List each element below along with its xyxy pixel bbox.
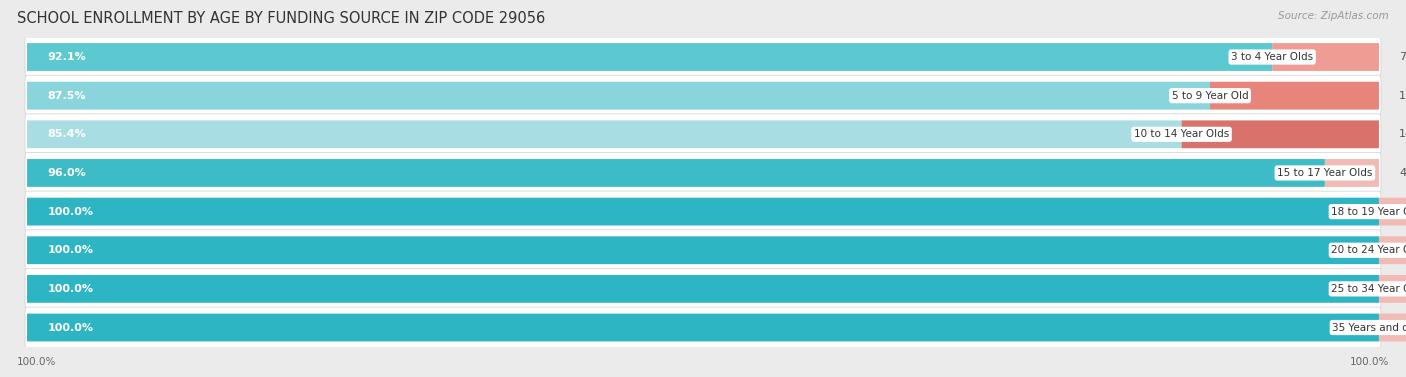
Text: 20 to 24 Year Olds: 20 to 24 Year Olds bbox=[1331, 245, 1406, 255]
FancyBboxPatch shape bbox=[27, 43, 1272, 71]
FancyBboxPatch shape bbox=[1272, 43, 1379, 71]
Text: 100.0%: 100.0% bbox=[48, 207, 93, 217]
Text: 14.6%: 14.6% bbox=[1399, 129, 1406, 139]
Text: 100.0%: 100.0% bbox=[48, 322, 93, 333]
Text: 100.0%: 100.0% bbox=[17, 357, 56, 367]
Text: SCHOOL ENROLLMENT BY AGE BY FUNDING SOURCE IN ZIP CODE 29056: SCHOOL ENROLLMENT BY AGE BY FUNDING SOUR… bbox=[17, 11, 546, 26]
FancyBboxPatch shape bbox=[27, 275, 1379, 303]
Text: 96.0%: 96.0% bbox=[48, 168, 86, 178]
Text: 3 to 4 Year Olds: 3 to 4 Year Olds bbox=[1232, 52, 1313, 62]
FancyBboxPatch shape bbox=[1379, 236, 1406, 264]
Text: 87.5%: 87.5% bbox=[48, 90, 86, 101]
Text: 15 to 17 Year Olds: 15 to 17 Year Olds bbox=[1277, 168, 1372, 178]
Text: 85.4%: 85.4% bbox=[48, 129, 86, 139]
FancyBboxPatch shape bbox=[25, 75, 1381, 116]
Text: 25 to 34 Year Olds: 25 to 34 Year Olds bbox=[1331, 284, 1406, 294]
FancyBboxPatch shape bbox=[25, 152, 1381, 193]
FancyBboxPatch shape bbox=[27, 314, 1379, 342]
FancyBboxPatch shape bbox=[25, 191, 1381, 232]
FancyBboxPatch shape bbox=[1181, 120, 1379, 148]
FancyBboxPatch shape bbox=[27, 236, 1379, 264]
Text: 5 to 9 Year Old: 5 to 9 Year Old bbox=[1171, 90, 1249, 101]
FancyBboxPatch shape bbox=[25, 307, 1381, 348]
FancyBboxPatch shape bbox=[1379, 314, 1406, 342]
Text: 92.1%: 92.1% bbox=[48, 52, 86, 62]
FancyBboxPatch shape bbox=[27, 198, 1379, 225]
Text: 35 Years and over: 35 Years and over bbox=[1333, 322, 1406, 333]
FancyBboxPatch shape bbox=[25, 230, 1381, 271]
Text: 100.0%: 100.0% bbox=[48, 284, 93, 294]
Text: 18 to 19 Year Olds: 18 to 19 Year Olds bbox=[1331, 207, 1406, 217]
FancyBboxPatch shape bbox=[1324, 159, 1379, 187]
Text: 4.0%: 4.0% bbox=[1399, 168, 1406, 178]
Text: 7.9%: 7.9% bbox=[1399, 52, 1406, 62]
FancyBboxPatch shape bbox=[25, 114, 1381, 155]
FancyBboxPatch shape bbox=[1211, 82, 1379, 110]
FancyBboxPatch shape bbox=[25, 37, 1381, 78]
FancyBboxPatch shape bbox=[27, 82, 1211, 110]
FancyBboxPatch shape bbox=[1379, 198, 1406, 225]
Text: Source: ZipAtlas.com: Source: ZipAtlas.com bbox=[1278, 11, 1389, 21]
FancyBboxPatch shape bbox=[27, 159, 1324, 187]
FancyBboxPatch shape bbox=[25, 268, 1381, 310]
Text: 10 to 14 Year Olds: 10 to 14 Year Olds bbox=[1135, 129, 1229, 139]
FancyBboxPatch shape bbox=[1379, 275, 1406, 303]
Text: 100.0%: 100.0% bbox=[48, 245, 93, 255]
Text: 100.0%: 100.0% bbox=[1350, 357, 1389, 367]
FancyBboxPatch shape bbox=[27, 120, 1181, 148]
Text: 12.5%: 12.5% bbox=[1399, 90, 1406, 101]
